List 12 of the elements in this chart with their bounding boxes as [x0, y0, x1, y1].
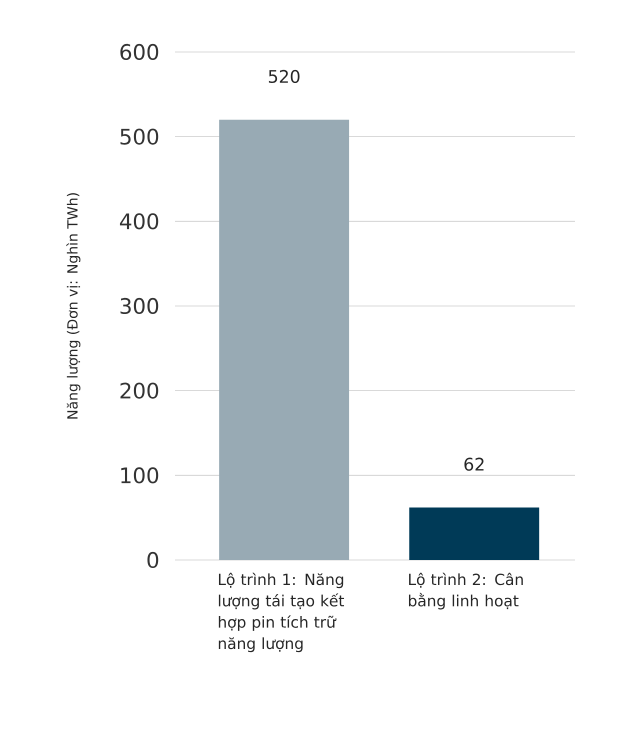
y-tick-label: 100 — [121, 467, 158, 484]
x-tick-label: Lộ trình 2: Cân bằng linh hoạt — [408, 572, 523, 610]
y-tick-label: 400 — [120, 213, 158, 230]
y-tick-label: 500 — [120, 128, 158, 145]
y-axis-title: Năng lượng (Đơn vị: Nghìn TWh) — [66, 193, 80, 419]
y-tick-label: 600 — [120, 44, 158, 60]
x-tick-label: Lộ trình 1: Năng lượng tái tạo kết hợp pin tích trữ năng lượng — [218, 572, 344, 652]
y-tick-label: 300 — [120, 298, 158, 314]
y-tick-label: 0 — [147, 552, 158, 568]
data-label: 520 — [268, 70, 300, 84]
y-tick-label: 200 — [120, 382, 158, 399]
data-label: 62 — [464, 458, 484, 471]
